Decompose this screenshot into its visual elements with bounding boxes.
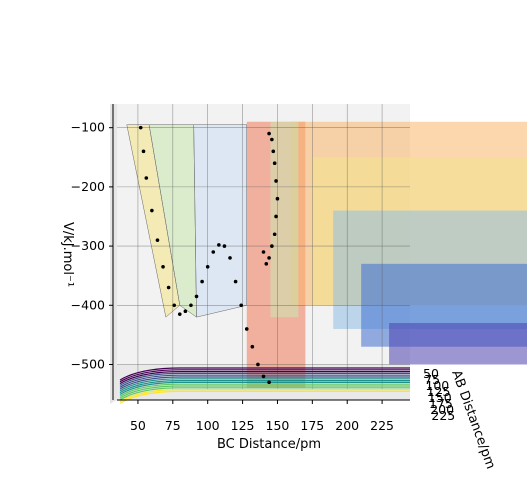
trajectory-point [239,303,243,308]
x-tick-label: 200 [335,418,359,433]
x-tick-label: 50 [130,418,146,433]
z-tick-label: −200 [71,179,105,194]
trajectory-point [274,214,278,219]
y-tick-label: 50 [423,366,439,381]
contour-line [119,385,410,399]
z-tick-label: −500 [71,356,105,371]
trajectory-point [166,285,171,290]
contour-line [119,376,410,390]
contour-line [119,372,410,386]
x-tick-label: 125 [231,418,255,433]
y-tick-label: 225 [431,408,455,423]
contour-line [119,371,410,385]
energy-surface [126,121,527,389]
trajectory-point [271,149,276,154]
y-tick-label: 125 [427,384,451,399]
x-tick-label: 175 [300,418,324,433]
surface-band [389,323,527,365]
trajectory-point [141,149,146,154]
trajectory-point [194,294,199,299]
trajectory-point [233,279,238,284]
x-tick-label: 75 [165,418,181,433]
trajectory-point [267,256,271,260]
contour-lines [119,367,410,404]
x-tick-label: 100 [196,418,220,433]
contour-line [119,374,410,388]
trajectory-point [177,312,182,316]
x-axis-label: BC Distance/pm [217,437,321,452]
contour-line [119,381,410,395]
contour-line [119,389,410,403]
y-tick-label: 100 [425,378,449,393]
trajectory-point [267,131,271,136]
trajectory-point [228,256,232,260]
surface-wall [193,124,248,318]
z-tick-label: −100 [71,120,105,135]
trajectory-point [272,161,277,165]
trajectory-point [274,179,278,183]
trajectory-point [244,327,249,331]
z-tick-label: −300 [71,238,105,253]
trajectory-point [250,344,255,349]
trajectory-point [183,309,188,314]
trajectory-point [272,232,277,237]
trajectory-point [222,244,227,248]
x-tick-label: 225 [370,418,394,433]
trajectory-point [172,303,177,308]
trajectory-point [205,265,210,269]
y-tick-label: 75 [424,372,440,387]
trajectory-point [138,125,143,130]
trajectory-point [261,374,266,379]
trajectory-point [155,238,160,242]
z-tick-label: −400 [71,297,105,312]
trajectory-point [275,196,280,201]
trajectory-points [138,125,280,385]
trajectory-point [161,265,165,269]
contour-line [119,369,410,383]
contour-line [119,367,410,381]
trajectory-point [189,303,193,308]
trajectory-point [211,250,216,254]
y-axis-label: AB Distance/pm [448,368,498,471]
x-tick-label: 150 [266,418,290,433]
z-axis-label: V/kJ.mol⁻¹ [60,222,75,287]
contour-line [119,378,410,392]
grid-lines [117,104,410,390]
y-tick-label: 175 [429,396,453,411]
surface-band [270,121,299,318]
contour-line [119,390,410,404]
y-tick-label: 150 [428,390,452,405]
contour-line [119,380,410,394]
trajectory-point [200,279,204,284]
trajectory-point [270,137,274,142]
trajectory-point [217,243,221,247]
trajectory-point [150,208,154,213]
trajectory-point [264,262,269,266]
trajectory-point [261,250,266,254]
trajectory-point [256,362,260,367]
trajectory-point [144,176,149,180]
trajectory-point [267,380,271,385]
axes: 50 75 100 125 150 175 200 225−100−200−300−400−5… [71,104,455,433]
contour-line [119,383,410,397]
contour-line [119,387,410,401]
y-tick-label: 200 [430,402,454,417]
trajectory-point [270,244,274,248]
